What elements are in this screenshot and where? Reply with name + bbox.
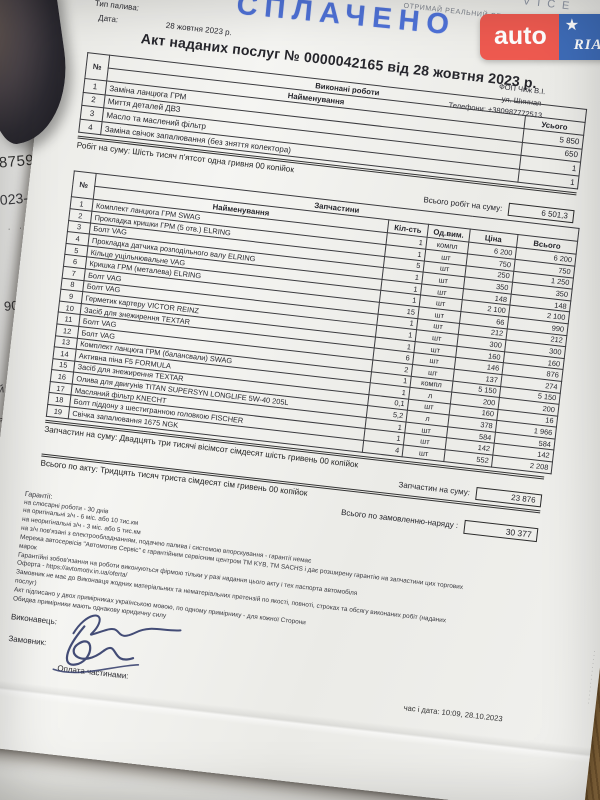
autoria-logo-ria-box: ★ RIA .com	[558, 14, 600, 60]
parts-col-no: №	[71, 171, 97, 200]
works-col-no: №	[84, 52, 110, 81]
lower-section: Гарантії: на слюсарні роботи - 30 днів н…	[5, 491, 536, 725]
customer-signature	[52, 624, 140, 673]
works-row-number: 4	[78, 119, 103, 136]
autoria-logo-auto: auto	[480, 14, 559, 60]
executor-signature	[72, 614, 182, 637]
order-total-value: 30 377	[463, 519, 539, 542]
star-icon: ★	[564, 17, 580, 34]
fuel-type-label: Тип палива:	[94, 0, 140, 13]
customer-signature-row: Замовник:	[7, 624, 520, 714]
edge-print: ··············	[584, 649, 597, 707]
autoria-logo-ria: RIA	[573, 37, 600, 53]
autoria-logo: auto ★ RIA .com	[480, 14, 600, 60]
executor-signature-row: Виконавець:	[9, 612, 522, 692]
date-label: Дата:	[97, 13, 119, 25]
works-total-label: Всього робіт на суму:	[422, 195, 503, 214]
document-body: Акт наданих послуг № 0000042165 від 28 ж…	[8, 24, 589, 724]
signature-area: Виконавець: Замовник: Оплата частин	[5, 612, 522, 725]
parts-row-number: 19	[46, 404, 70, 419]
service-wordmark-partial: VICE	[522, 0, 577, 14]
